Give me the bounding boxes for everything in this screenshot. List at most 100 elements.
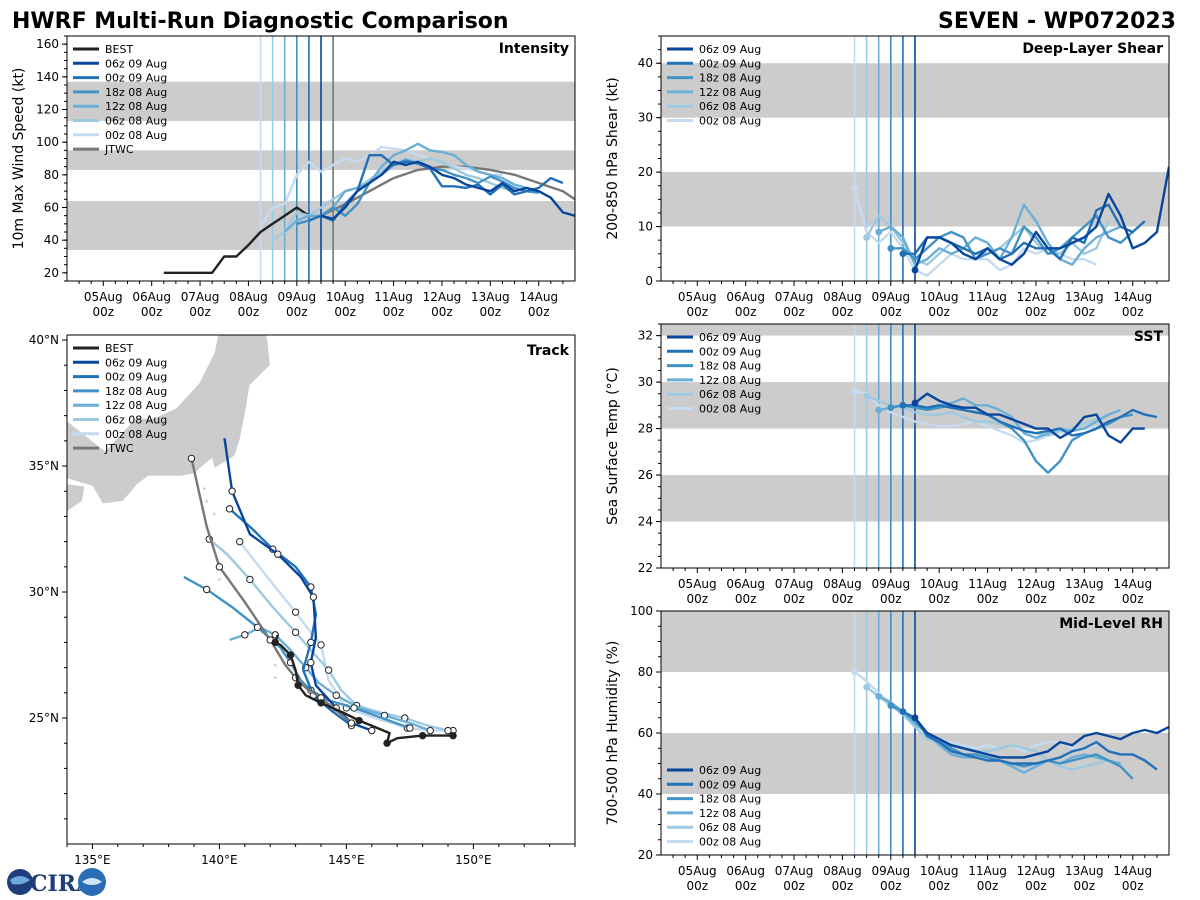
rh-panel: 2040608010005Aug00z06Aug00z07Aug00z08Aug… xyxy=(605,604,1170,893)
legend-label: 06z 08 Aug xyxy=(699,388,761,401)
x-tick-hour: 00z xyxy=(480,305,502,319)
x-tick-hour: 00z xyxy=(1074,879,1096,893)
series-line-00z-08-aug-start-marker xyxy=(851,668,858,676)
legend-label: 00z 09 Aug xyxy=(699,57,761,70)
y-tick-label: 120 xyxy=(36,103,59,117)
legend-label: 00z 09 Aug xyxy=(105,72,167,85)
legend-label: 00z 08 Aug xyxy=(105,129,167,142)
best-track-path-point xyxy=(294,681,302,689)
lat-tick-label: 25°N xyxy=(29,711,59,725)
y-tick-label: 26 xyxy=(638,468,653,482)
x-tick-date: 06Aug xyxy=(132,290,171,304)
y-tick-label: 140 xyxy=(36,70,59,84)
series-line-00z-09-aug-start-marker xyxy=(899,401,907,409)
legend-label: 06z 09 Aug xyxy=(699,43,761,56)
track-line-00z-08-aug-point xyxy=(317,641,325,649)
legend-label: BEST xyxy=(105,342,133,355)
figure-title: HWRF Multi-Run Diagnostic Comparison xyxy=(12,9,509,34)
x-tick-hour: 00z xyxy=(189,305,211,319)
legend-label: 06z 09 Aug xyxy=(105,57,167,70)
legend-label: 00z 08 Aug xyxy=(699,115,761,128)
x-tick-hour: 00z xyxy=(977,592,999,606)
jtwc-track-line-point xyxy=(347,719,356,727)
track-line-06z-09-aug-point xyxy=(274,550,282,558)
x-tick-hour: 00z xyxy=(431,305,453,319)
x-tick-hour: 00z xyxy=(1074,592,1096,606)
lon-tick-label: 140°E xyxy=(201,853,238,867)
x-tick-date: 05Aug xyxy=(678,290,717,304)
x-tick-hour: 00z xyxy=(783,305,805,319)
x-tick-date: 07Aug xyxy=(775,577,814,591)
rh-plot-area xyxy=(661,611,1169,855)
x-tick-hour: 00z xyxy=(528,305,550,319)
x-tick-date: 08Aug xyxy=(823,864,862,878)
legend-label: 06z 08 Aug xyxy=(699,100,761,113)
legend-label: 06z 08 Aug xyxy=(699,821,761,834)
x-tick-hour: 00z xyxy=(686,879,708,893)
x-tick-date: 12Aug xyxy=(423,290,462,304)
shear-plot-area xyxy=(661,36,1169,281)
legend-label: 00z 09 Aug xyxy=(105,371,167,384)
x-tick-date: 07Aug xyxy=(181,290,220,304)
track-line-00z-08-aug xyxy=(238,540,454,732)
x-tick-hour: 00z xyxy=(686,592,708,606)
intensity-plot-area xyxy=(67,36,575,281)
x-tick-hour: 00z xyxy=(686,305,708,319)
legend-label: 00z 08 Aug xyxy=(699,836,761,849)
best-track-path-point xyxy=(286,651,295,659)
best-track-path-point xyxy=(271,638,279,647)
y-tick-label: 20 xyxy=(638,848,653,862)
x-tick-date: 11Aug xyxy=(968,290,1007,304)
x-tick-date: 09Aug xyxy=(871,290,910,304)
x-tick-hour: 00z xyxy=(783,592,805,606)
y-axis-label: 700-500 hPa Humidity (%) xyxy=(605,641,621,826)
panel-title: Track xyxy=(527,343,570,359)
island xyxy=(273,676,277,679)
track-line-06z-09-aug-point xyxy=(307,658,315,667)
x-tick-date: 10Aug xyxy=(920,290,959,304)
lat-tick-label: 35°N xyxy=(29,459,59,473)
track-line-18z-08-aug-point xyxy=(406,724,414,732)
x-tick-hour: 00z xyxy=(1074,305,1096,319)
x-tick-date: 06Aug xyxy=(726,864,765,878)
x-tick-date: 08Aug xyxy=(823,290,862,304)
legend-label: 18z 08 Aug xyxy=(105,385,167,398)
x-tick-date: 10Aug xyxy=(326,290,365,304)
legend-label: 12z 08 Aug xyxy=(105,399,167,412)
track-line-00z-09-aug-point xyxy=(307,638,315,647)
y-tick-label: 32 xyxy=(638,329,653,343)
x-tick-date: 10Aug xyxy=(920,577,959,591)
lat-tick-label: 30°N xyxy=(29,585,59,599)
intensity-panel: 2040608010012014016005Aug00z06Aug00z07Au… xyxy=(11,35,576,319)
legend-label: 12z 08 Aug xyxy=(105,100,167,113)
x-tick-hour: 00z xyxy=(977,305,999,319)
island xyxy=(213,512,216,516)
x-tick-date: 11Aug xyxy=(968,577,1007,591)
series-line-06z-08-aug-start-marker xyxy=(863,234,871,241)
jtwc-track-line-point xyxy=(187,454,196,463)
x-tick-hour: 00z xyxy=(334,305,356,319)
y-tick-label: 60 xyxy=(44,201,59,215)
x-tick-hour: 00z xyxy=(928,305,950,319)
series-line-06z-08-aug-start-marker xyxy=(863,683,871,691)
x-tick-hour: 00z xyxy=(1122,592,1144,606)
x-tick-date: 14Aug xyxy=(1113,577,1152,591)
y-tick-label: 80 xyxy=(44,168,59,182)
lon-tick-label: 145°E xyxy=(328,853,365,867)
jtwc-track-line xyxy=(190,458,353,724)
legend-label: 06z 09 Aug xyxy=(699,764,761,777)
x-tick-hour: 00z xyxy=(880,305,902,319)
track-line-06z-09-aug-point xyxy=(228,487,236,495)
x-tick-date: 06Aug xyxy=(726,577,765,591)
y-tick-label: 40 xyxy=(638,787,653,801)
track-line-12z-08-aug-point xyxy=(241,631,249,639)
best-track-path xyxy=(274,634,454,745)
lon-tick-label: 135°E xyxy=(74,853,111,867)
x-tick-date: 12Aug xyxy=(1017,577,1056,591)
x-tick-hour: 00z xyxy=(1122,305,1144,319)
series-line-06z-09-aug-start-marker xyxy=(911,714,919,722)
track-line-06z-08-aug-point xyxy=(324,666,333,674)
track-line-06z-08-aug-point xyxy=(246,575,254,584)
x-tick-hour: 00z xyxy=(928,592,950,606)
